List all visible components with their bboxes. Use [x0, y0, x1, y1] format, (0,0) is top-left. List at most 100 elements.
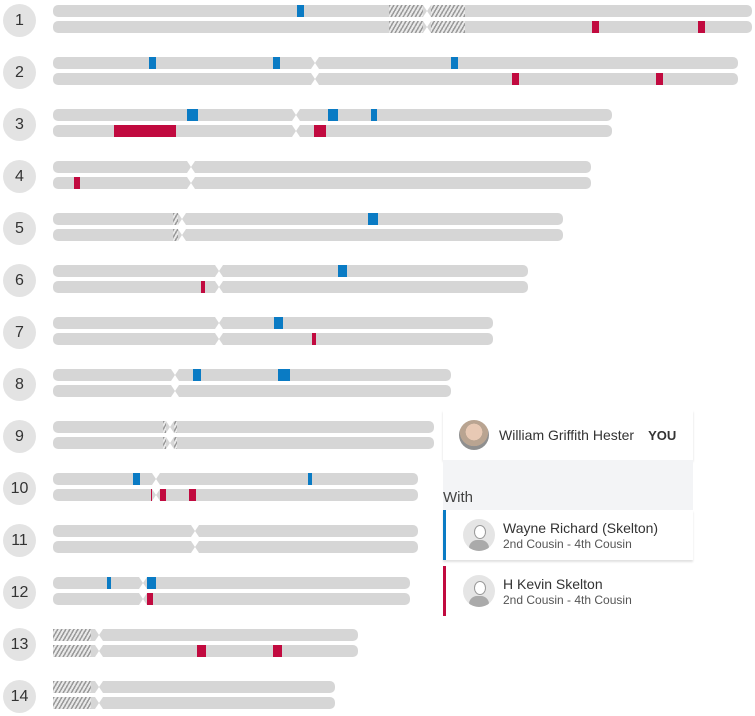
- centromere: [422, 5, 431, 17]
- unmapped-region: [53, 697, 91, 709]
- centromere: [190, 541, 199, 553]
- person-silhouette-icon: [463, 575, 495, 607]
- you-badge: YOU: [648, 427, 677, 443]
- chromosome-strand[interactable]: [53, 645, 358, 657]
- shared-segment[interactable]: [273, 57, 281, 69]
- shared-segment[interactable]: [327, 109, 339, 121]
- chromosome-strand[interactable]: [53, 593, 410, 605]
- chromosome-number: 7: [3, 316, 36, 349]
- chromosome-strand[interactable]: [53, 281, 528, 293]
- shared-segment[interactable]: [187, 109, 198, 121]
- shared-segment[interactable]: [450, 57, 458, 69]
- user-avatar: [459, 420, 489, 450]
- chromosome-strand[interactable]: [53, 385, 451, 397]
- shared-segment[interactable]: [314, 125, 327, 137]
- centromere: [139, 593, 148, 605]
- shared-segment[interactable]: [113, 125, 177, 137]
- shared-segment[interactable]: [656, 73, 664, 85]
- shared-segment[interactable]: [311, 333, 316, 345]
- shared-segment[interactable]: [278, 369, 290, 381]
- unmapped-region: [53, 681, 91, 693]
- centromere: [214, 281, 223, 293]
- chromosome-strand[interactable]: [53, 229, 563, 241]
- shared-segment[interactable]: [201, 281, 206, 293]
- shared-segment[interactable]: [273, 645, 283, 657]
- match-card[interactable]: Wayne Richard (Skelton) 2nd Cousin - 4th…: [443, 510, 693, 560]
- shared-segment[interactable]: [106, 577, 111, 589]
- chromosome-strand[interactable]: [53, 577, 410, 589]
- chromosome-number: 5: [3, 212, 36, 245]
- chromosome-number: 13: [3, 628, 36, 661]
- chromosome-strand[interactable]: [53, 473, 418, 485]
- match-card[interactable]: H Kevin Skelton 2nd Cousin - 4th Cousin: [443, 566, 693, 616]
- unmapped-region: [173, 213, 179, 225]
- centromere: [152, 473, 161, 485]
- centromere: [165, 421, 174, 433]
- chromosome-strand[interactable]: [53, 109, 612, 121]
- centromere: [95, 629, 104, 641]
- shared-segment[interactable]: [371, 109, 377, 121]
- chromosome-strand[interactable]: [53, 5, 752, 17]
- shared-segment[interactable]: [296, 5, 304, 17]
- chromosome-strand[interactable]: [53, 21, 752, 33]
- centromere: [171, 369, 180, 381]
- shared-segment[interactable]: [368, 213, 379, 225]
- centromere: [178, 229, 187, 241]
- centromere: [171, 385, 180, 397]
- centromere: [292, 109, 301, 121]
- chromosome-strand[interactable]: [53, 161, 591, 173]
- centromere: [214, 265, 223, 277]
- match-relationship: 2nd Cousin - 4th Cousin: [503, 592, 632, 607]
- centromere: [187, 161, 196, 173]
- chromosome-strand[interactable]: [53, 125, 612, 137]
- match-relationship: 2nd Cousin - 4th Cousin: [503, 536, 632, 551]
- chromosome-strand[interactable]: [53, 489, 418, 501]
- chromosome-number: 10: [3, 472, 36, 505]
- centromere: [178, 213, 187, 225]
- centromere: [139, 577, 148, 589]
- chromosome-strand[interactable]: [53, 177, 591, 189]
- chromosome-strand[interactable]: [53, 541, 418, 553]
- chromosome-strand[interactable]: [53, 213, 563, 225]
- chromosome-number: 2: [3, 56, 36, 89]
- shared-segment[interactable]: [192, 369, 202, 381]
- unmapped-region: [53, 629, 91, 641]
- chromosome-strand[interactable]: [53, 629, 358, 641]
- shared-segment[interactable]: [698, 21, 706, 33]
- unmapped-region: [173, 229, 179, 241]
- chromosome-strand[interactable]: [53, 265, 528, 277]
- centromere: [422, 21, 431, 33]
- centromere: [190, 525, 199, 537]
- chromosome-strand[interactable]: [53, 57, 738, 69]
- match-name: Wayne Richard (Skelton): [503, 519, 659, 536]
- shared-segment[interactable]: [338, 265, 348, 277]
- chromosome-strand[interactable]: [53, 73, 738, 85]
- centromere: [311, 57, 320, 69]
- chromosome-strand[interactable]: [53, 697, 335, 709]
- shared-segment[interactable]: [512, 73, 520, 85]
- chromosome-number: 11: [3, 524, 36, 557]
- chromosome-number: 3: [3, 108, 36, 141]
- shared-segment[interactable]: [308, 473, 312, 485]
- shared-segment[interactable]: [591, 21, 599, 33]
- centromere: [214, 317, 223, 329]
- chromosome-strand[interactable]: [53, 333, 493, 345]
- chromosome-strand[interactable]: [53, 525, 418, 537]
- shared-segment[interactable]: [196, 645, 207, 657]
- chromosome-strand[interactable]: [53, 437, 434, 449]
- chromosome-strand[interactable]: [53, 317, 493, 329]
- centromere: [95, 681, 104, 693]
- shared-segment[interactable]: [273, 317, 283, 329]
- shared-segment[interactable]: [148, 57, 156, 69]
- shared-segment[interactable]: [73, 177, 81, 189]
- chromosome-strand[interactable]: [53, 681, 335, 693]
- chromosome-number: 6: [3, 264, 36, 297]
- chromosome-number: 9: [3, 420, 36, 453]
- shared-segment[interactable]: [188, 489, 196, 501]
- chromosome-strand[interactable]: [53, 369, 451, 381]
- chromosome-strand[interactable]: [53, 421, 434, 433]
- chromosome-number: 8: [3, 368, 36, 401]
- centromere: [95, 645, 104, 657]
- shared-segment[interactable]: [132, 473, 140, 485]
- unmapped-region: [53, 645, 91, 657]
